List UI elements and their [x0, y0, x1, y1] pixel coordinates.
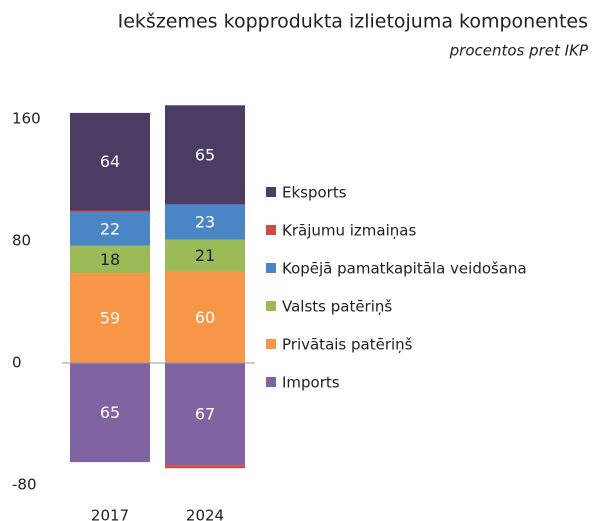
bar-segment	[165, 204, 245, 240]
data-label: 65	[195, 145, 215, 164]
bar-segment	[165, 239, 245, 272]
legend-label: Kopējā pamatkapitāla veidošana	[282, 260, 527, 278]
bar-segment	[165, 363, 245, 466]
legend-label: Valsts patēriņš	[282, 298, 392, 316]
y-tick-label: 80	[12, 232, 31, 250]
legend-swatch	[266, 377, 276, 387]
legend-label: Imports	[282, 374, 340, 392]
x-tick-label: 2024	[186, 507, 224, 521]
bar-segment	[70, 112, 150, 211]
data-label: 60	[195, 308, 215, 327]
chart-subtitle: procentos pret IKP	[449, 42, 589, 60]
legend-swatch	[266, 263, 276, 273]
x-tick-label: 2017	[91, 507, 129, 521]
data-label: 59	[100, 309, 120, 328]
data-label: 21	[195, 246, 215, 265]
bar-segment	[70, 212, 150, 246]
y-tick-label: 0	[12, 354, 22, 372]
bar-segment	[70, 363, 150, 463]
chart-title: Iekšzemes kopprodukta izlietojuma kompon…	[118, 11, 588, 33]
legend-swatch	[266, 225, 276, 235]
bar-segment	[70, 245, 150, 274]
bar-segment	[165, 271, 245, 363]
legend-label: Krājumu izmaiņas	[282, 222, 416, 240]
data-label: 22	[100, 219, 120, 238]
y-tick-label: 160	[12, 110, 41, 128]
y-tick-label: -80	[12, 476, 37, 494]
data-label: 65	[100, 403, 120, 422]
data-label: 67	[195, 405, 215, 424]
bar-segment	[165, 105, 245, 205]
data-label: 64	[100, 152, 120, 171]
data-label: 23	[195, 212, 215, 231]
bar-segment	[70, 210, 150, 213]
bar-segment	[165, 465, 245, 469]
legend-label: Privātais patēriņš	[282, 336, 413, 354]
legend-label: Eksports	[282, 184, 347, 202]
legend-swatch	[266, 339, 276, 349]
bar-segment	[70, 273, 150, 363]
legend-swatch	[266, 301, 276, 311]
legend-swatch	[266, 187, 276, 197]
data-label: 18	[100, 250, 120, 269]
